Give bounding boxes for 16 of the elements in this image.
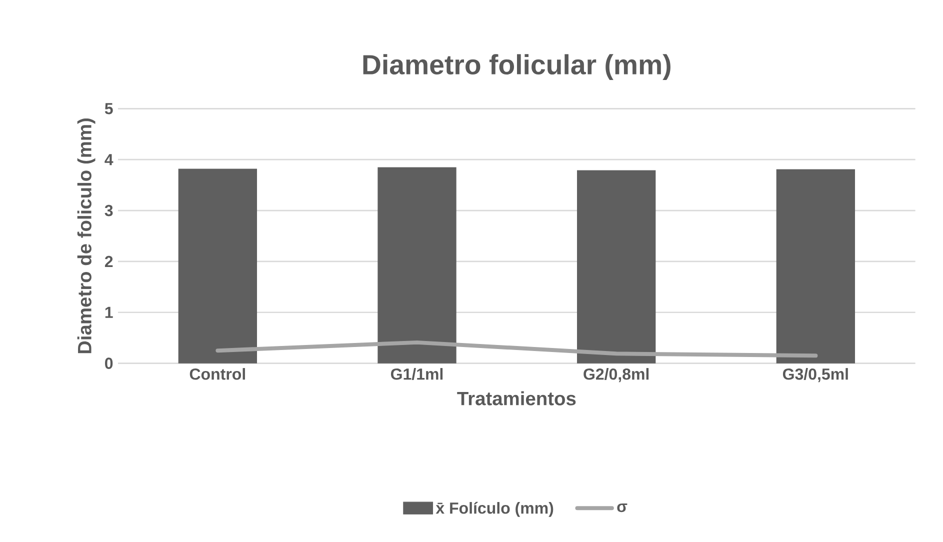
- x-tick-label: G1/1ml: [390, 368, 443, 380]
- y-tick-label: 1: [105, 306, 113, 318]
- x-tick-label: G2/0,8ml: [584, 368, 649, 382]
- y-tick-label: 0: [105, 358, 113, 369]
- chart-title: Diametro folicular (mm): [363, 54, 670, 80]
- y-tick-label: 4: [104, 154, 114, 166]
- legend-label: x̄ Folículo (mm): [436, 502, 554, 517]
- x-tick-label: G3/0,5ml: [782, 368, 848, 382]
- line-series: [216, 340, 818, 358]
- x-tick-label: Control: [190, 368, 245, 380]
- y-tick-label: 3: [104, 204, 113, 216]
- x-axis-title: Tratamientos: [457, 391, 576, 406]
- y-axis-title: Diametro de foliculo (mm): [77, 118, 96, 354]
- y-tick-label: 5: [104, 103, 113, 114]
- y-tick-label: 2: [104, 256, 113, 268]
- legend-label: σ: [617, 504, 628, 512]
